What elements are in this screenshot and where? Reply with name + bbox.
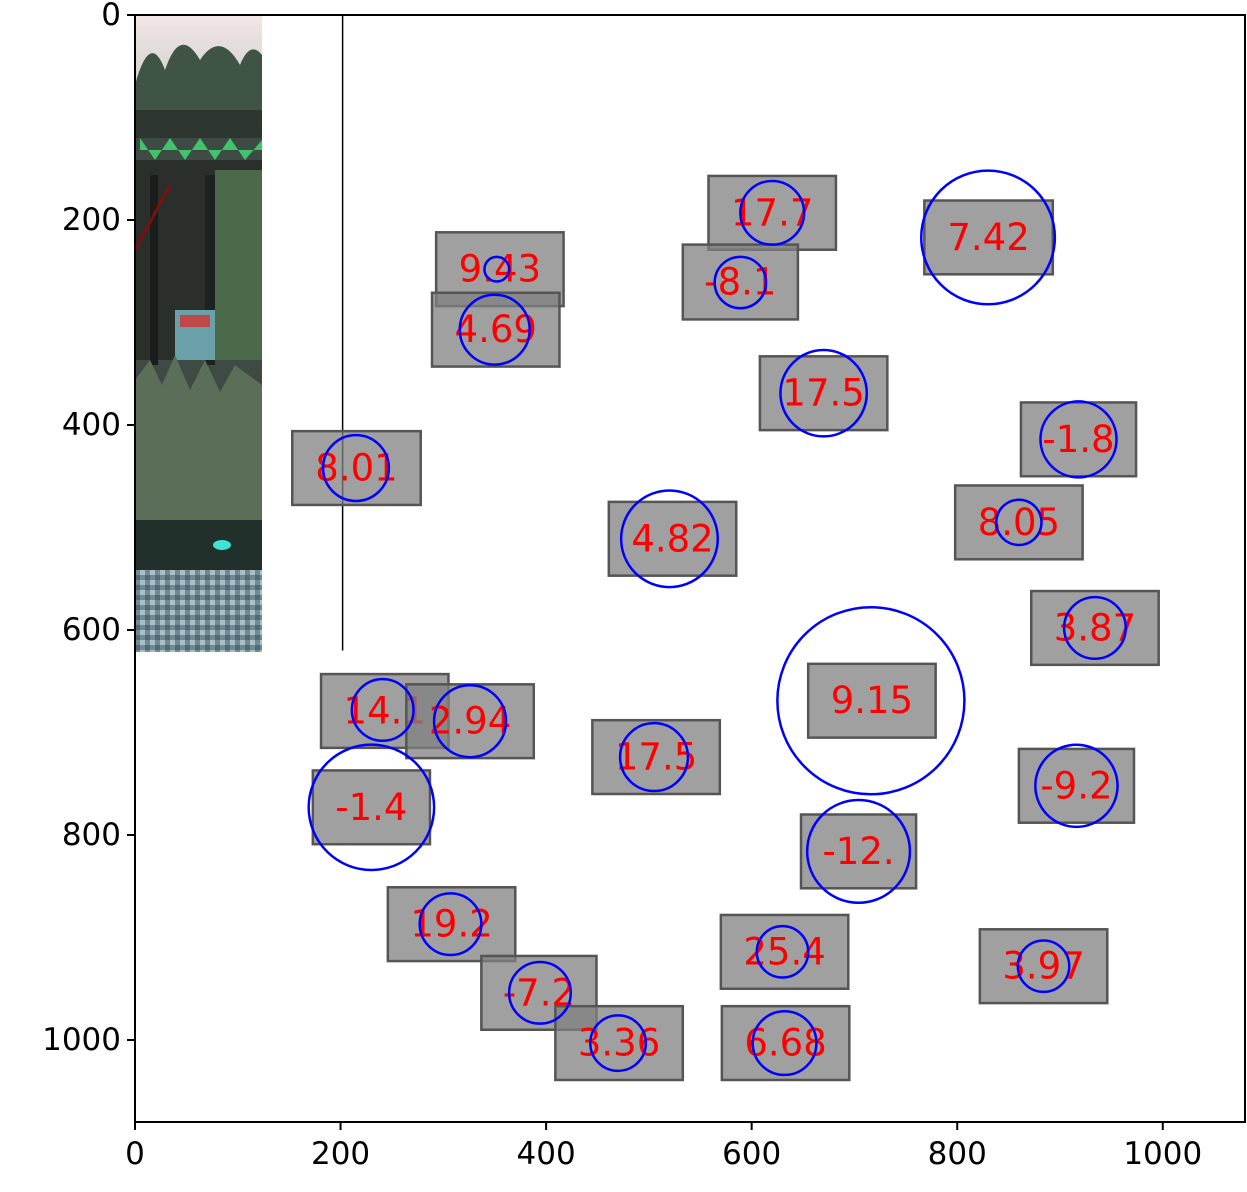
circle-marker: [458, 293, 531, 366]
x-tick-label: 1000: [1123, 1136, 1202, 1172]
label-box: [386, 886, 517, 963]
circle-marker: [713, 255, 768, 310]
box-value-label: 9.15: [831, 679, 913, 722]
circle-marker: [432, 684, 508, 759]
label-box: [291, 429, 422, 507]
label-box: [1017, 747, 1136, 824]
x-tick-label: 400: [517, 1136, 576, 1172]
circle-marker: [307, 743, 436, 872]
circle-marker: [418, 892, 483, 957]
x-tick-label: 0: [125, 1136, 145, 1172]
y-tick-label: 800: [62, 817, 121, 853]
circle-marker: [1062, 595, 1128, 661]
label-box: [607, 500, 738, 577]
label-box: [405, 683, 536, 760]
circle-marker: [1039, 400, 1118, 479]
box-value-label: 9.43: [459, 248, 541, 291]
label-box: [554, 1004, 685, 1082]
circle-marker: [1016, 939, 1071, 994]
label-box: [591, 718, 722, 796]
circle-marker: [507, 960, 573, 1025]
circle-marker: [483, 255, 511, 283]
circle-marker: [321, 433, 391, 503]
label-box: [1029, 589, 1160, 667]
label-box: [720, 1004, 851, 1082]
box-value-label: 2.94: [429, 700, 511, 743]
y-tick-label: 400: [62, 407, 121, 443]
box-value-label: 8.05: [978, 501, 1060, 544]
axes-frame: [134, 14, 1246, 1123]
box-value-label: -12.: [822, 830, 894, 873]
label-box: [311, 769, 432, 846]
circle-marker: [618, 721, 690, 793]
circle-marker: [779, 348, 869, 438]
label-box: [923, 199, 1055, 276]
label-box: [430, 291, 561, 368]
x-tick-label: 200: [311, 1136, 370, 1172]
box-value-label: 4.82: [631, 517, 713, 560]
circle-marker: [739, 179, 806, 246]
label-box: [806, 662, 937, 739]
label-box: [799, 813, 918, 890]
circle-marker: [805, 798, 912, 905]
circle-marker: [995, 498, 1043, 547]
label-box: [953, 484, 1084, 561]
box-value-label: -9.2: [1040, 764, 1112, 807]
box-value-label: 17.5: [782, 372, 864, 415]
circle-marker: [751, 1009, 818, 1077]
circle-marker: [1034, 743, 1119, 829]
x-tick-label: 800: [928, 1136, 987, 1172]
circle-marker: [776, 605, 966, 796]
box-value-label: -1.4: [335, 786, 407, 829]
box-value-label: 7.42: [947, 216, 1029, 259]
circle-marker: [920, 169, 1057, 306]
circle-marker: [619, 489, 720, 589]
y-tick-label: 600: [62, 612, 121, 648]
box-value-label: -8.1: [704, 261, 776, 304]
circle-marker: [350, 677, 415, 743]
box-value-label: 8.01: [315, 447, 397, 490]
background-photo: [135, 15, 262, 652]
box-value-label: 4.69: [455, 308, 537, 351]
box-value-label: 3.97: [1002, 945, 1084, 988]
y-tick-label: 0: [101, 0, 121, 33]
y-tick-label: 200: [62, 202, 121, 238]
box-value-label: 3.87: [1054, 606, 1136, 649]
circle-marker: [755, 924, 810, 979]
x-tick-label: 600: [722, 1136, 781, 1172]
y-tick-label: 1000: [42, 1022, 121, 1058]
circle-marker: [589, 1014, 648, 1073]
box-value-label: -1.8: [1042, 418, 1114, 461]
